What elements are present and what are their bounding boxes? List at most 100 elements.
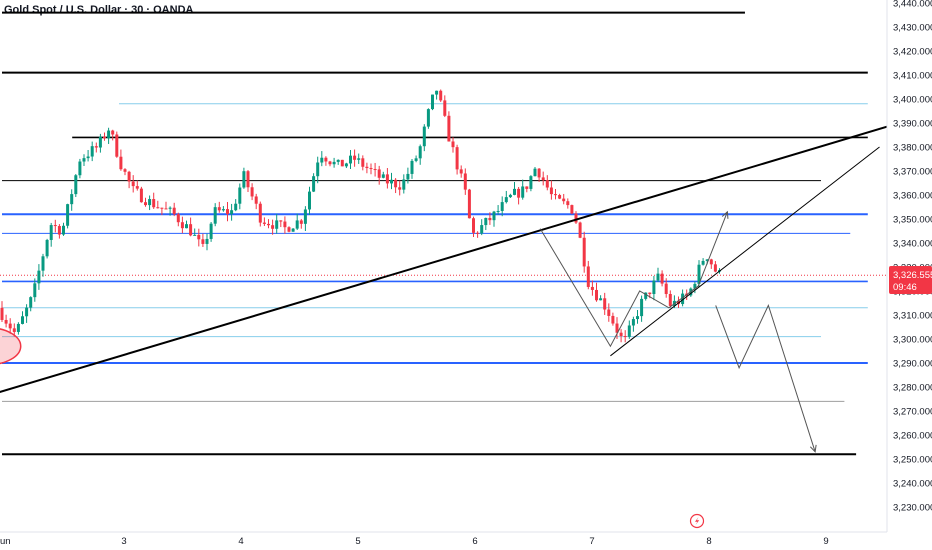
candle-body [693,283,697,289]
candle-body [185,224,188,229]
candle-body [410,160,414,174]
candle-body [599,298,603,301]
candle-body [595,289,598,301]
candle-body [16,323,20,332]
candle-body [62,225,65,235]
projection-path[interactable] [539,211,728,348]
candle-body [435,90,439,95]
candle-body [127,171,131,182]
candle-body [537,168,541,178]
candle-body [492,211,496,221]
candle-body [74,175,78,195]
y-tick-label: 3,240.000 [893,479,932,490]
candle-body [570,205,574,214]
candle-body [8,323,12,329]
candle-body [455,147,459,170]
candle-body [590,286,594,290]
candle-body [258,203,262,223]
candle-body [291,228,295,232]
candle-body [554,194,557,196]
candle-body [414,158,418,161]
x-tick-label: 4 [238,536,243,547]
candle-body [156,207,160,209]
projection-paths [539,210,817,453]
candle-body [496,210,500,212]
y-tick-label: 3,340.000 [893,239,932,250]
candle-body [533,168,537,177]
candle-body [246,171,250,188]
y-tick-label: 3,270.000 [893,407,932,418]
candle-body [631,319,635,326]
candle-body [209,223,213,239]
candle-body [467,189,471,219]
candle-body [607,309,611,316]
x-tick-label: 3 [121,536,126,547]
candle-body [115,134,119,157]
candle-body [398,187,402,190]
trend-line[interactable] [610,146,880,357]
candle-body [320,157,324,163]
candle-body [131,181,135,187]
candle-countdown: 09:46 [893,282,917,293]
candle-body [668,293,672,306]
candle-body [250,187,254,197]
y-tick-label: 3,400.000 [893,95,932,106]
candle-body [316,162,320,177]
candle-body [148,199,152,206]
x-tick-label: 9 [823,536,828,547]
candle-body [94,146,98,148]
y-tick-label: 3,360.000 [893,191,932,202]
candle-body [488,217,492,221]
highlight-ellipse[interactable] [0,328,22,365]
x-tick-label: 6 [472,536,477,547]
trend-lines [0,124,892,396]
candle-body [640,298,644,317]
candle-body [349,155,352,164]
y-tick-label: 3,380.000 [893,143,932,154]
candle-body [504,197,508,203]
candle-body [709,259,713,265]
candle-body [328,161,332,165]
flash-icon[interactable] [689,513,705,529]
candle-body [180,222,184,229]
current-price-tag-bg [889,266,932,294]
candle-body [705,259,709,261]
y-tick-label: 3,430.000 [893,23,932,34]
y-tick-label: 3,280.000 [893,383,932,394]
candle-body [344,163,348,167]
candle-body [324,157,328,162]
candle-body [336,159,340,162]
candle-body [267,223,270,226]
candle-body [221,209,225,211]
y-tick-label: 3,230.000 [893,503,932,514]
candle-body [644,292,648,299]
candle-body [615,323,619,333]
candle-body [82,158,86,162]
candle-body [431,94,434,110]
candle-body [172,207,176,215]
candle-body [402,179,406,190]
candle-body [513,188,516,195]
projection-path[interactable] [715,304,816,452]
candle-body [86,156,90,159]
candle-body [361,158,365,167]
candle-body [701,260,705,265]
candle-body [21,316,24,324]
candle-body [312,176,316,192]
trend-line[interactable] [0,124,892,396]
candle-body [447,115,451,142]
candle-body [283,221,287,228]
candle-body [603,298,607,310]
candle-body [385,174,389,184]
y-tick-label: 3,290.000 [893,359,932,370]
candle-body [123,169,127,172]
y-tick-label: 3,350.000 [893,215,932,226]
y-tick-label: 3,300.000 [893,335,932,346]
candle-body [25,307,29,317]
candle-body [201,239,205,244]
x-tick-label: 7 [589,536,594,547]
candle-body [303,209,307,224]
candle-body [103,136,106,139]
candle-body [480,225,484,234]
